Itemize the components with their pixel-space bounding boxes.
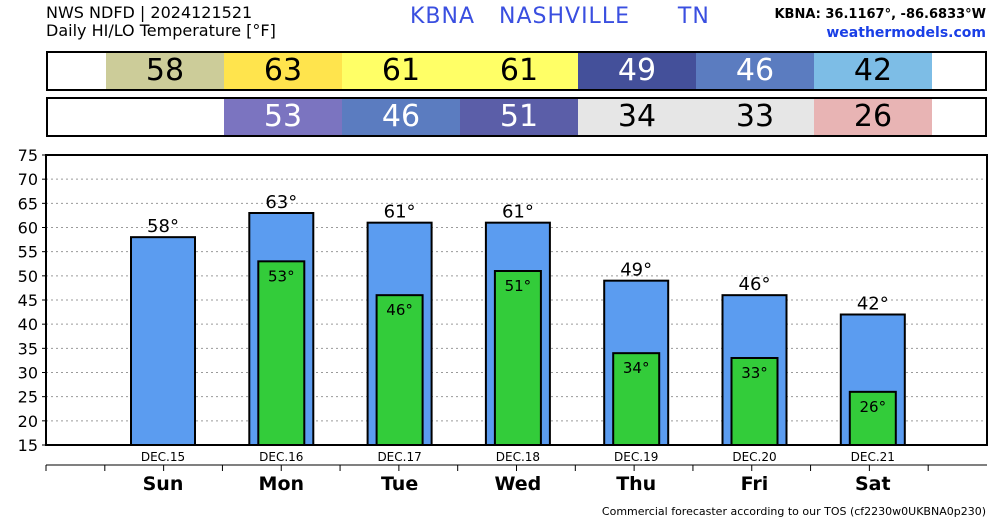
y-tick-label: 75 (18, 146, 38, 165)
high-value-label: 58° (147, 216, 179, 237)
y-tick-label: 55 (18, 243, 38, 262)
date-label: DEC.16 (259, 450, 303, 464)
high-temp-cell: 61 (460, 53, 578, 89)
low-temp-cell: 33 (696, 99, 814, 135)
low-bar (612, 352, 661, 446)
y-tick-label: 65 (18, 194, 38, 213)
low-temp-cell: 34 (578, 99, 696, 135)
day-label: Sun (143, 473, 184, 495)
high-temp-cell: 58 (106, 53, 224, 89)
date-label: DEC.19 (614, 450, 658, 464)
y-tick-label: 15 (18, 436, 38, 455)
y-tick-label: 70 (18, 170, 38, 189)
source-label: NWS NDFD | 2024121521 (46, 3, 253, 22)
y-tick-label: 25 (18, 388, 38, 407)
station-title: KBNA NASHVILLE TN (410, 4, 710, 29)
low-bar (848, 390, 897, 447)
low-value-label: 53° (268, 267, 295, 285)
low-value-label: 46° (386, 301, 413, 319)
day-label: Tue (381, 473, 418, 495)
coordinates-label: KBNA: 36.1167°, -86.6833°W (774, 7, 986, 22)
low-value-label: 51° (505, 277, 532, 295)
day-label: Sat (855, 473, 891, 495)
y-tick-label: 40 (18, 315, 38, 334)
date-label: DEC.15 (141, 450, 185, 464)
y-tick-label: 50 (18, 267, 38, 286)
date-label: DEC.20 (732, 450, 776, 464)
date-label: DEC.21 (851, 450, 895, 464)
date-label: DEC.17 (377, 450, 421, 464)
high-value-label: 49° (620, 260, 652, 281)
high-temp-cell: 42 (814, 53, 932, 89)
day-label: Wed (495, 473, 542, 495)
low-temp-cell: 46 (342, 99, 460, 135)
low-temp-cell: 26 (814, 99, 932, 135)
low-bar (375, 294, 424, 446)
high-temp-cell: 46 (696, 53, 814, 89)
low-temperature-strip: 53 46 51 34 33 26 (46, 97, 987, 137)
high-value-label: 63° (265, 192, 297, 213)
low-bar (730, 357, 779, 446)
low-value-label: 34° (623, 359, 650, 377)
high-temp-cell: 49 (578, 53, 696, 89)
low-bar (493, 270, 542, 446)
site-link[interactable]: weathermodels.com (826, 25, 986, 41)
high-value-label: 61° (502, 202, 534, 223)
day-label: Thu (616, 473, 656, 495)
high-value-label: 42° (857, 294, 889, 315)
high-temp-cell: 61 (342, 53, 460, 89)
y-tick-label: 45 (18, 291, 38, 310)
low-temp-cell (106, 99, 224, 135)
high-value-label: 61° (384, 202, 416, 223)
y-tick-label: 60 (18, 219, 38, 238)
product-label: Daily HI/LO Temperature [°F] (46, 21, 276, 40)
footer-note: Commercial forecaster according to our T… (601, 505, 986, 518)
high-value-label: 46° (739, 274, 771, 295)
date-label: DEC.18 (496, 450, 540, 464)
day-label: Mon (259, 473, 305, 495)
y-tick-label: 35 (18, 339, 38, 358)
high-bar (130, 236, 196, 446)
day-label: Fri (741, 473, 769, 495)
low-value-label: 33° (741, 364, 768, 382)
low-value-label: 26° (860, 398, 887, 416)
low-temp-cell: 51 (460, 99, 578, 135)
low-bar (257, 260, 306, 447)
low-temp-cell: 53 (224, 99, 342, 135)
y-tick-label: 30 (18, 364, 38, 383)
high-temp-cell: 63 (224, 53, 342, 89)
high-temperature-strip: 58 63 61 61 49 46 42 (46, 51, 987, 91)
y-tick-label: 20 (18, 412, 38, 431)
